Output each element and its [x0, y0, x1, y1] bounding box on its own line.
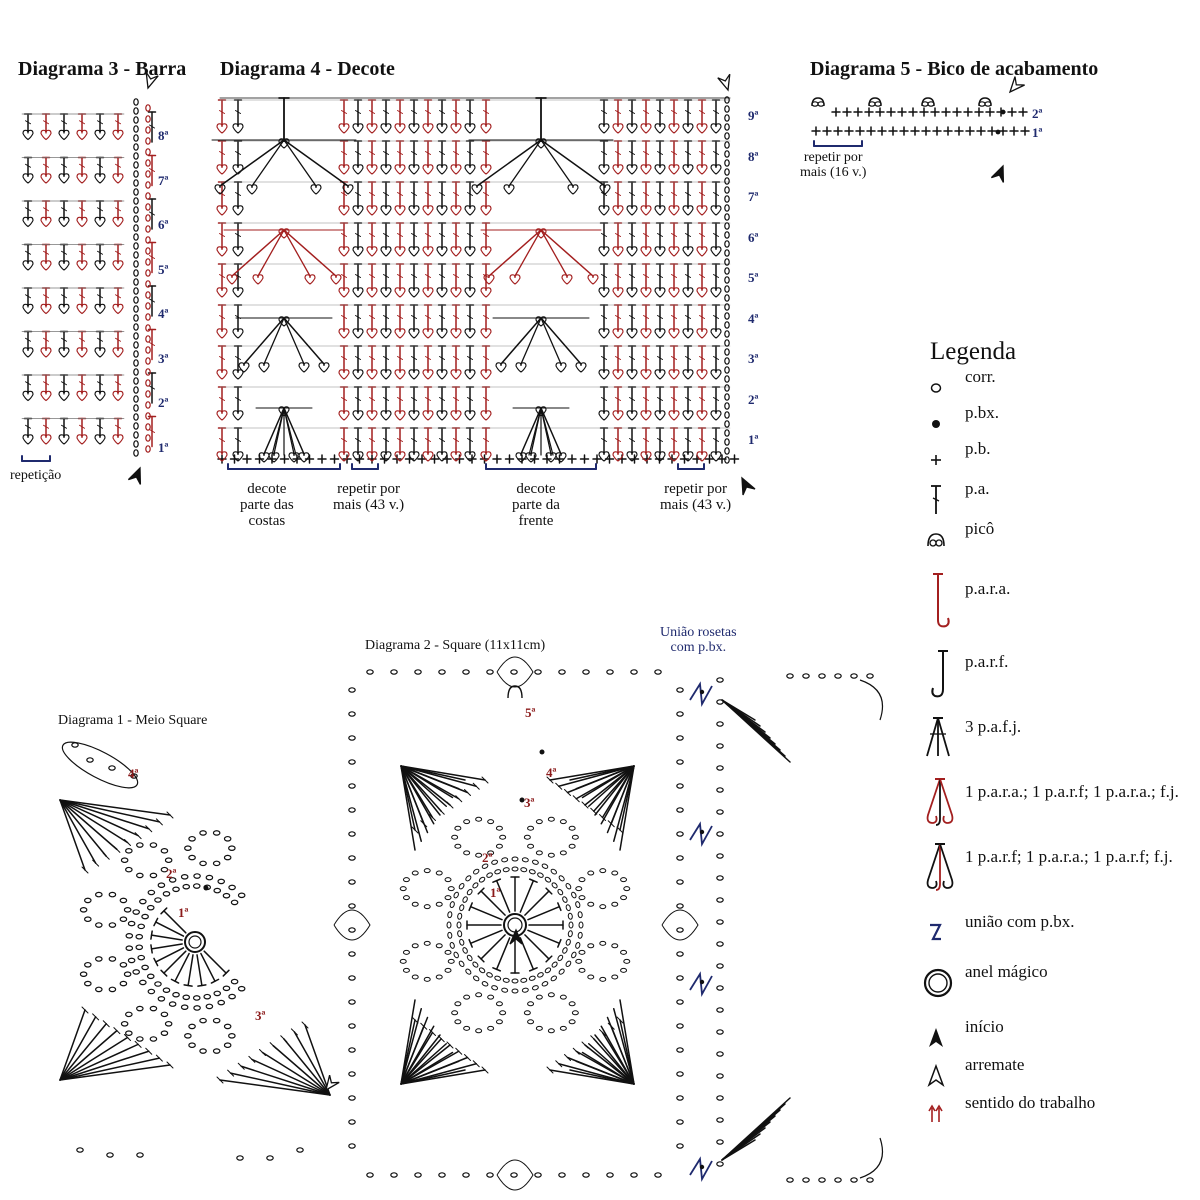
legend-item-label: 3 p.a.f.j. — [965, 717, 1022, 736]
join-icon — [689, 971, 713, 997]
diagram5-title: Diagrama 5 - Bico de acabamento — [810, 58, 1099, 80]
diagram3-repeat-label: repetição — [10, 468, 62, 483]
cluster-back-icon — [926, 843, 954, 891]
legend-item-label: p.a. — [965, 479, 990, 498]
diagram1-round-number: 3ª — [255, 1008, 266, 1023]
legend: Legenda corr. p.bx. p.b. p.a. picô p.a.r.a. p.… — [923, 338, 1195, 1138]
join-icon — [930, 923, 942, 941]
diagram4-title: Diagrama 4 - Decote — [220, 58, 395, 80]
diagram3-row-number: 1ª — [158, 439, 169, 455]
legend-item-label: união com p.bx. — [965, 912, 1075, 931]
legend-item-label: picô — [965, 519, 995, 538]
diagram2-round-number: 5ª — [525, 705, 536, 720]
dc3tog-icon — [926, 717, 950, 757]
legend-item-label: sentido do trabalho — [965, 1093, 1096, 1112]
diagram1-round-number: 1ª — [178, 905, 189, 920]
diagram2-title: Diagrama 2 - Square (11x11cm) — [365, 638, 546, 653]
legend-title: Legenda — [930, 338, 1017, 365]
diagram3-chart — [21, 71, 159, 485]
diagram4-row-number: 5ª — [748, 270, 759, 285]
start-arrow-icon — [929, 1028, 943, 1047]
diagram4-row-number: 3ª — [748, 351, 759, 366]
diagram1-fan — [216, 1021, 331, 1096]
legend-item-label: início — [965, 1017, 1004, 1036]
diagram2-corner-fan — [546, 765, 635, 851]
diagram4-row-number: 2ª — [748, 391, 759, 407]
diagram5-chart — [811, 76, 1030, 183]
diagram4-chart — [211, 73, 756, 496]
diagram1-title: Diagrama 1 - Meio Square — [58, 713, 208, 728]
diagram2-corner-fan — [400, 765, 489, 851]
legend-item-label: arremate — [965, 1055, 1025, 1074]
diagram3-row-number: 5ª — [158, 261, 169, 277]
diagram1-round-number: 2ª — [166, 866, 177, 881]
front-post-dc-icon — [933, 573, 950, 628]
diagram3-row-number: 3ª — [158, 350, 169, 366]
single-crochet-icon — [931, 455, 941, 465]
diagram2-round-number: 3ª — [524, 795, 535, 810]
diagram3-row-number: 7ª — [158, 172, 169, 188]
diagram1-round-number: 4ª — [128, 766, 139, 781]
magic-ring-icon — [923, 968, 953, 998]
diagram3-row-number: 4ª — [158, 306, 169, 321]
diagram2-round-number: 4ª — [546, 765, 557, 780]
diagram3-row-number: 2ª — [158, 395, 169, 410]
diagram5-row-number: 1ª — [1032, 125, 1043, 140]
legend-item-label: 1 p.a.r.a.; 1 p.a.r.f; 1 p.a.r.a.; f.j. — [965, 782, 1179, 801]
diagram2-round-number: 2ª — [482, 850, 493, 865]
diagram4-row-number: 6ª — [748, 229, 759, 245]
legend-item-label: p.b. — [965, 439, 991, 458]
diagram1-fan — [59, 799, 174, 874]
diagram2-corner-fan — [400, 999, 489, 1085]
diagram4-row-number: 7ª — [748, 189, 759, 204]
legend-item-label: p.bx. — [965, 403, 999, 422]
diagram4-repeat-label-2: repetir por mais (43 v.) — [660, 481, 732, 513]
direction-arrows-icon — [928, 1104, 943, 1122]
join-icon — [689, 821, 713, 847]
legend-item-label: corr. — [965, 367, 996, 386]
diagram4-neckline-back — [211, 97, 357, 463]
chain-icon — [930, 383, 942, 393]
diagram2-round-number: 1ª — [490, 885, 501, 900]
diagram3-title: Diagrama 3 - Barra — [18, 58, 187, 80]
magic-ring — [184, 931, 206, 953]
diagram4-row-number: 9ª — [748, 108, 759, 123]
diagram2-union-label: União rosetas com p.bx. — [660, 625, 737, 655]
join-icon — [689, 1156, 713, 1182]
diagram4-repeat-label-1: repetir por mais (43 v.) — [333, 481, 405, 513]
diagram3-row-number: 6ª — [158, 217, 169, 232]
legend-item-label: 1 p.a.r.f; 1 p.a.r.a.; 1 p.a.r.f; f.j. — [965, 847, 1173, 866]
diagram4-back-label: decote parte das costas — [240, 481, 294, 529]
diagram4-neckline-front — [468, 97, 614, 463]
join-icon — [689, 681, 713, 707]
diagram4-front-label: decote parte da frente — [512, 481, 560, 529]
picot-icon — [927, 533, 945, 547]
legend-item-label: anel mágico — [965, 962, 1048, 981]
back-post-dc-icon — [931, 650, 948, 698]
slip-stitch-icon — [932, 420, 940, 428]
diagram3-row-number: 8ª — [158, 128, 169, 143]
diagram5-repeat-label: repetir por mais (16 v.) — [800, 150, 867, 180]
diagram5-row-number: 2ª — [1032, 106, 1043, 121]
diagram4-row-number: 1ª — [748, 432, 759, 447]
legend-item-label: p.a.r.a. — [965, 579, 1011, 598]
diagram4-row-number: 4ª — [748, 310, 759, 326]
finish-arrow-icon — [927, 1063, 945, 1088]
diagram2-square — [333, 656, 884, 1191]
diagram2-union-rosette — [689, 673, 884, 1183]
double-crochet-icon — [931, 485, 941, 514]
diagram2-corner-fan — [546, 999, 635, 1085]
cluster-front-icon — [926, 778, 954, 826]
diagram4-row-number: 8ª — [748, 148, 759, 164]
legend-item-label: p.a.r.f. — [965, 652, 1009, 671]
diagram1-fan — [59, 1006, 174, 1081]
diagram1-half-square — [59, 741, 340, 1161]
